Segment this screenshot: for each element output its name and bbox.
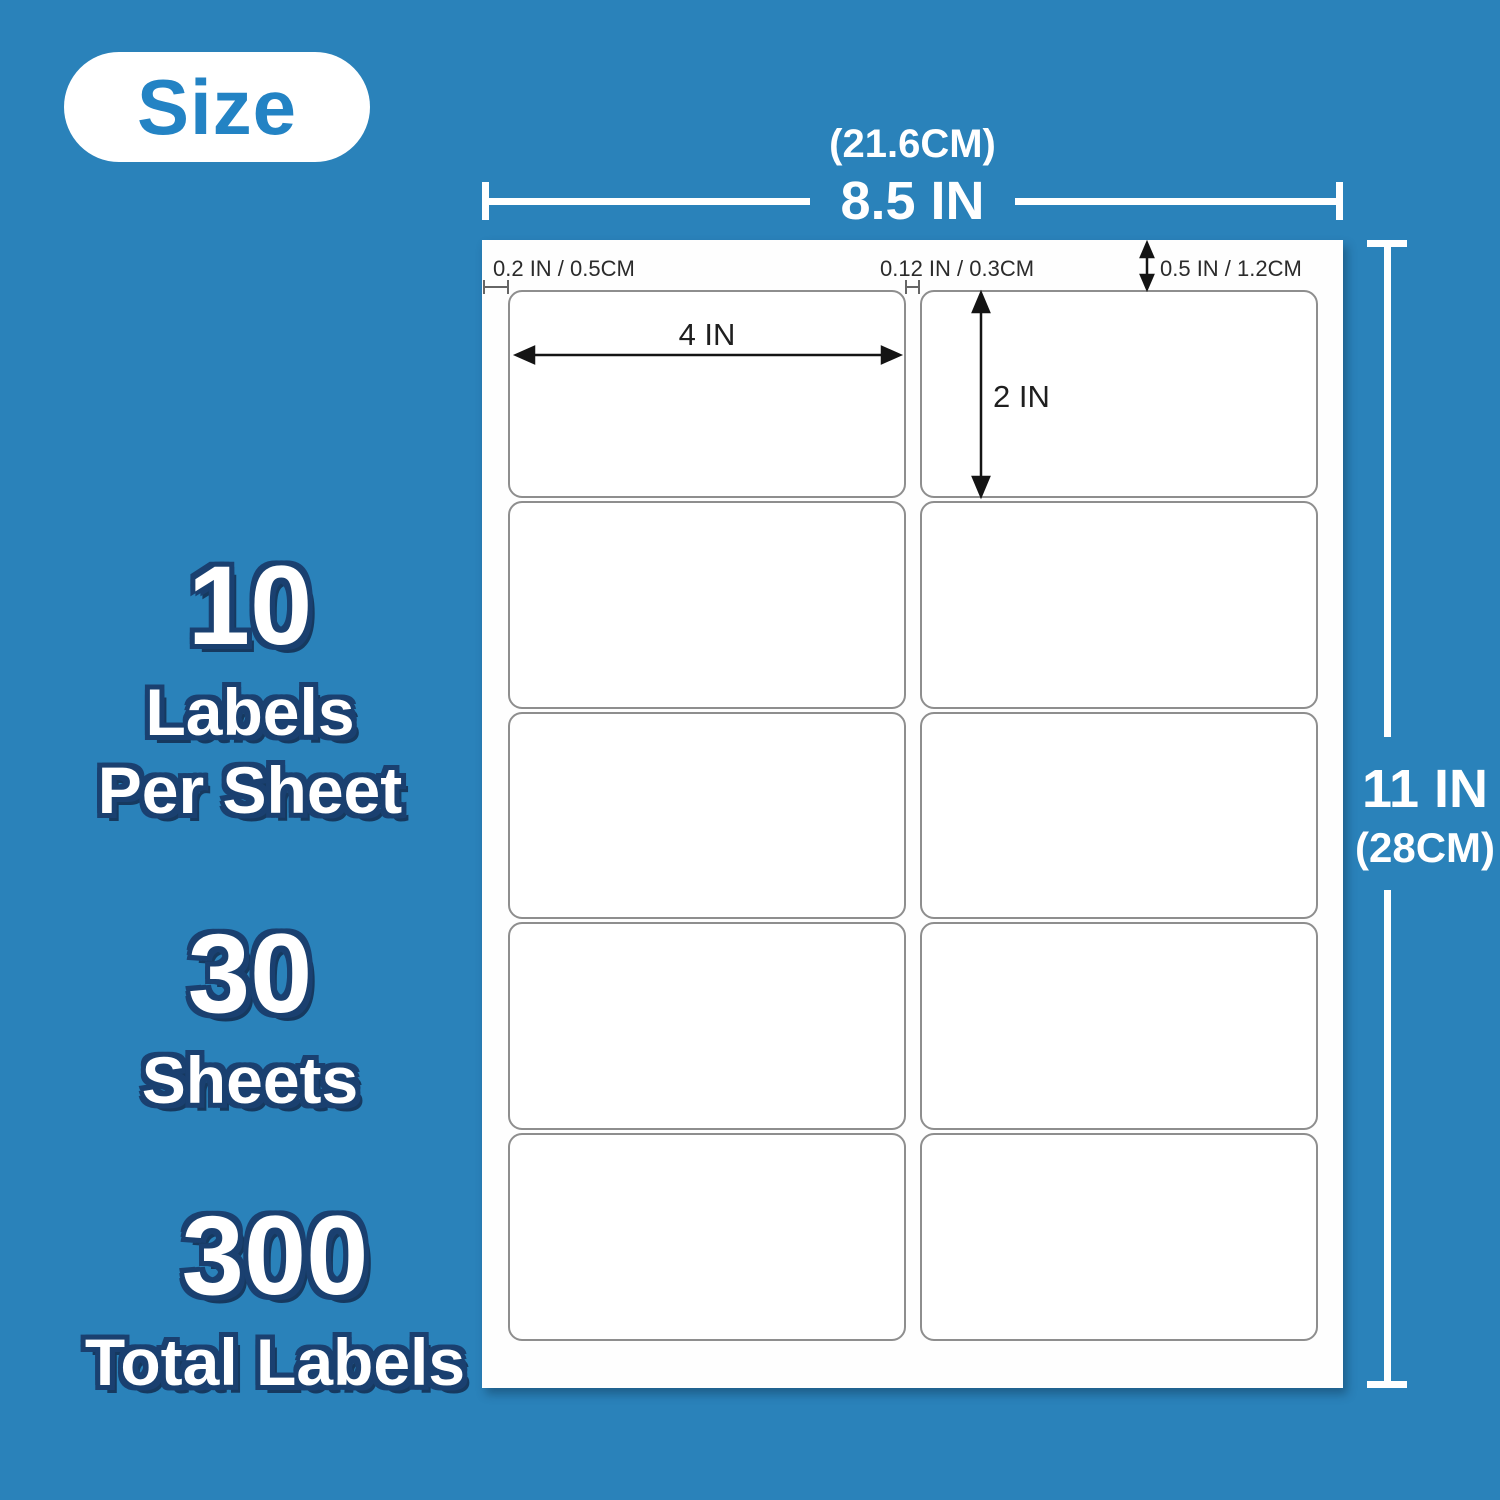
label-cell	[508, 922, 906, 1131]
stat-value: 30	[187, 911, 313, 1036]
dimension-line-segment	[1384, 247, 1391, 737]
dimension-arrows	[483, 240, 1155, 500]
size-badge-label: Size	[136, 62, 298, 151]
dimension-end-cap-top	[1367, 240, 1407, 247]
label-grid	[508, 290, 1318, 1341]
label-cell	[508, 711, 906, 920]
sheet-height-labels: 11 IN (28CM)	[1350, 758, 1500, 877]
size-badge: Size	[64, 52, 370, 162]
label-cell	[920, 290, 1318, 498]
stat-value: 10	[187, 543, 313, 668]
sheet-width-cm-label: (21.6CM)	[829, 122, 996, 166]
stat-label-line: Per Sheet	[97, 752, 403, 827]
label-cell	[920, 500, 1318, 709]
top-margin-annotation: 0.5 IN / 1.2CM	[1160, 256, 1302, 281]
label-cell	[508, 1133, 906, 1341]
stat-label-line: Labels	[145, 675, 355, 749]
side-margin-annotation: 0.2 IN / 0.5CM	[493, 256, 635, 281]
stat-labels-per-sheet: 10 Labels Per Sheet	[30, 550, 470, 830]
sheet-height-cm-label: (28CM)	[1354, 824, 1495, 872]
stat-value: 300	[181, 1193, 369, 1318]
label-cell	[508, 500, 906, 709]
sheet-width-dimension-line: 8.5 IN	[482, 174, 1344, 228]
dimension-line-segment	[1014, 197, 1337, 205]
dimension-end-cap-bottom	[1367, 1381, 1407, 1388]
stat-sheets: 30 Sheets	[30, 918, 470, 1120]
label-width-annotation: 4 IN	[678, 317, 736, 352]
stat-label-line: Sheets	[141, 1043, 359, 1117]
sheet-width-in-label: 8.5 IN	[840, 171, 985, 231]
stat-total-labels: 300 Total Labels	[55, 1200, 495, 1402]
label-cell	[920, 922, 1318, 1131]
sheet-height-dimension-line: 11 IN (28CM)	[1350, 240, 1500, 1388]
dimension-line-segment	[489, 197, 811, 205]
label-cell	[920, 1133, 1318, 1341]
dimension-end-cap-left	[482, 182, 489, 220]
label-cell	[920, 711, 1318, 920]
dimension-end-cap-right	[1336, 182, 1344, 220]
label-height-annotation: 2 IN	[993, 379, 1050, 414]
dimension-line-segment	[1384, 890, 1391, 1381]
sheet-height-in-label: 11 IN	[1361, 759, 1489, 819]
label-cell	[508, 290, 906, 498]
label-sheet-illustration: 0.2 IN / 0.5CM 0.12 IN / 0.3CM 0.5 IN / …	[482, 240, 1343, 1388]
stat-label-line: Total Labels	[84, 1325, 466, 1399]
column-gap-annotation: 0.12 IN / 0.3CM	[880, 256, 1035, 281]
